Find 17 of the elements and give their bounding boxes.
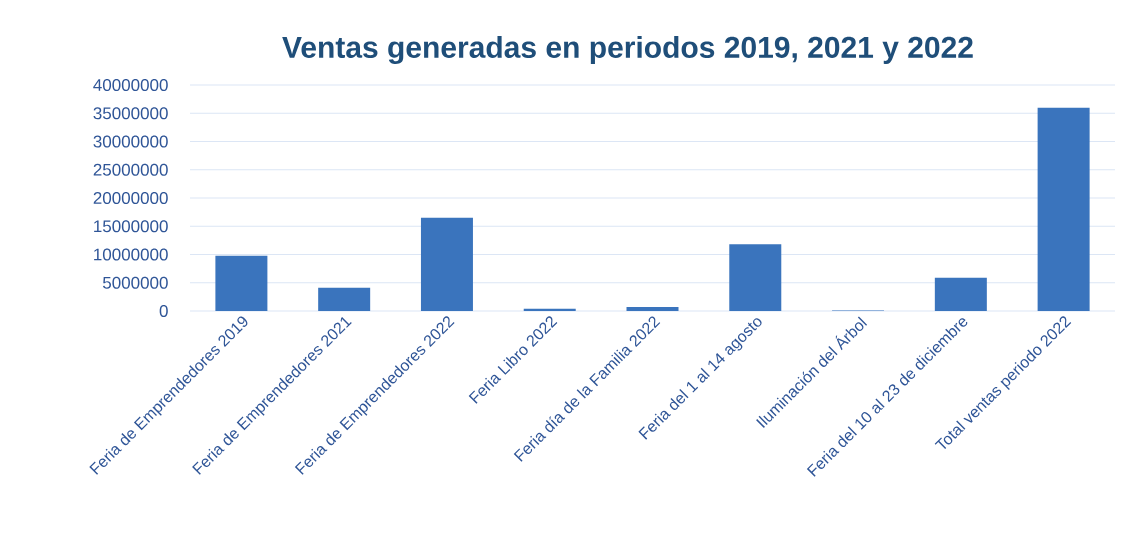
bar xyxy=(626,307,679,311)
y-tick-label: 10000000 xyxy=(94,248,168,261)
bar xyxy=(934,277,987,311)
bar xyxy=(1037,107,1090,311)
y-tick-label: 35000000 xyxy=(93,107,168,120)
bar xyxy=(420,217,473,311)
y-tick-label: 40000000 xyxy=(93,78,168,92)
bar xyxy=(318,287,371,311)
y-tick-label: 30000000 xyxy=(93,135,168,148)
bar xyxy=(729,244,782,311)
bar xyxy=(215,255,268,311)
y-tick-label: 0 xyxy=(159,304,168,318)
y-tick-label: 20000000 xyxy=(93,191,168,205)
y-tick-label: 5000000 xyxy=(102,276,168,289)
chart-title: Ventas generadas en periodos 2019, 2021 y 2022 xyxy=(282,35,973,65)
y-tick-label: 25000000 xyxy=(93,163,168,176)
y-tick-label: 15000000 xyxy=(94,220,168,233)
